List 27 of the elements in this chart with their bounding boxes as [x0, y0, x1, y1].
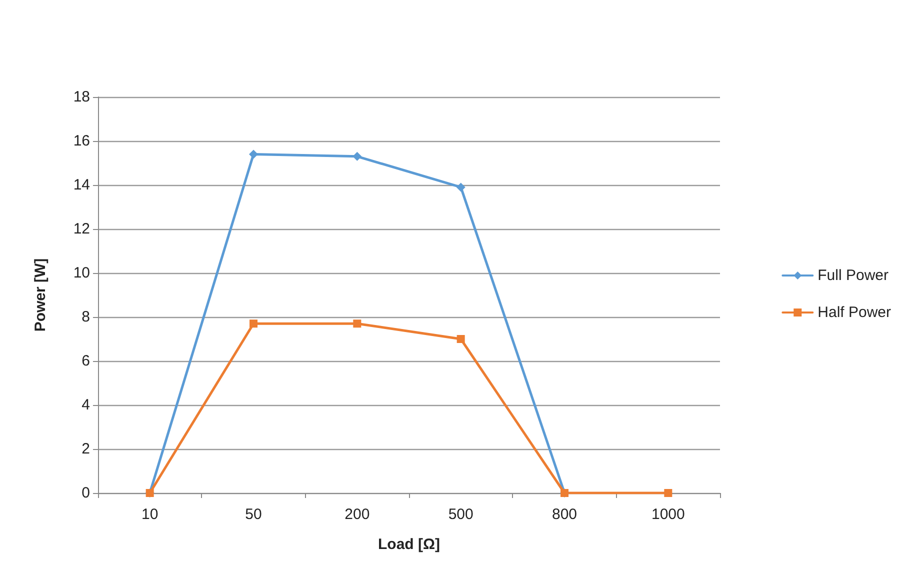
- x-tick-label: 200: [344, 506, 370, 523]
- x-tick-label: 50: [245, 506, 262, 523]
- y-tick-label: 2: [82, 440, 90, 458]
- y-tick-label: 4: [82, 396, 90, 414]
- y-axis-title: Power [W]: [32, 258, 49, 332]
- y-tick-label: 14: [73, 176, 90, 194]
- point: [250, 320, 258, 328]
- y-tick-label: 6: [82, 352, 90, 370]
- point: [664, 489, 672, 497]
- y-tick-label: 0: [82, 484, 90, 502]
- x-tick-label: 1000: [651, 506, 685, 523]
- x-tick-label: 500: [448, 506, 474, 523]
- y-tick-label: 8: [82, 308, 90, 326]
- y-tick-label: 16: [73, 132, 90, 150]
- x-tick-label: 800: [552, 506, 578, 523]
- legend-label: Full Power: [818, 267, 888, 284]
- y-tick-label: 10: [73, 264, 90, 282]
- legend-label: Half Power: [818, 304, 892, 321]
- y-tick-label: 18: [73, 88, 90, 106]
- point: [249, 150, 258, 159]
- point: [352, 152, 362, 161]
- x-tick-label: 10: [141, 506, 158, 523]
- point: [456, 335, 465, 343]
- point: [456, 182, 466, 192]
- y-tick-label: 12: [73, 220, 90, 238]
- point: [353, 320, 362, 328]
- x-axis-title: Load [Ω]: [378, 536, 440, 553]
